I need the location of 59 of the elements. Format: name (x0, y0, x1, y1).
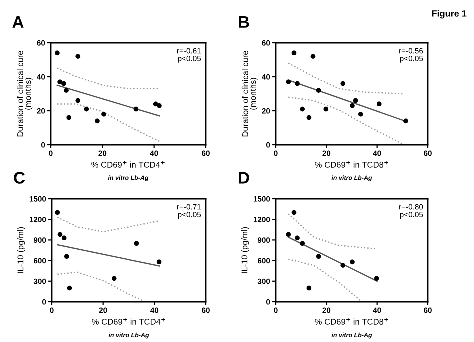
point (58, 80, 62, 85)
point (76, 98, 81, 104)
caption: Figure 1 (432, 10, 467, 19)
point (62, 236, 67, 241)
point (66, 115, 72, 120)
point (55, 210, 60, 216)
point (306, 286, 312, 291)
point (95, 118, 100, 124)
y-axis-title: Duration of clinical cure (months) (242, 51, 258, 137)
point (84, 106, 90, 112)
point (300, 241, 306, 246)
point (76, 54, 81, 60)
point (67, 286, 72, 291)
point (300, 106, 306, 112)
y-axis-title: Duration of clinical cure (months) (17, 51, 33, 137)
point (286, 80, 292, 85)
line-series (288, 96, 404, 145)
point (292, 50, 297, 56)
point (404, 118, 408, 124)
chart-title: B (239, 16, 250, 28)
line-series (288, 258, 363, 302)
point (350, 103, 355, 108)
point (295, 236, 300, 241)
line-series (57, 272, 146, 302)
chart-title: A (12, 16, 24, 28)
point (292, 210, 297, 216)
point (62, 81, 66, 86)
point (340, 81, 346, 86)
point (350, 260, 355, 265)
point (112, 276, 117, 282)
chart-title: C (14, 172, 26, 184)
point (358, 112, 364, 117)
line-series (288, 62, 404, 95)
point (102, 112, 106, 117)
point (353, 98, 358, 104)
chart-title: D (239, 172, 250, 184)
line-series (56, 68, 160, 90)
point (374, 276, 380, 282)
point (295, 81, 300, 86)
point (376, 102, 382, 107)
line-series (57, 216, 160, 233)
point (134, 241, 140, 246)
point (55, 50, 60, 56)
y-axis-title: IL-10 (pg/ml) (242, 227, 250, 274)
point (316, 88, 322, 94)
y-axis-title: IL-10 (pg/ml) (18, 227, 26, 274)
point (134, 106, 139, 112)
point (316, 254, 322, 260)
point (58, 232, 63, 238)
point (286, 232, 292, 238)
point (157, 103, 162, 108)
point (64, 254, 70, 260)
point (64, 88, 69, 94)
point (306, 115, 312, 120)
point (156, 260, 162, 265)
line-series (288, 213, 378, 250)
point (340, 263, 346, 268)
point (324, 106, 329, 112)
point (310, 54, 316, 60)
